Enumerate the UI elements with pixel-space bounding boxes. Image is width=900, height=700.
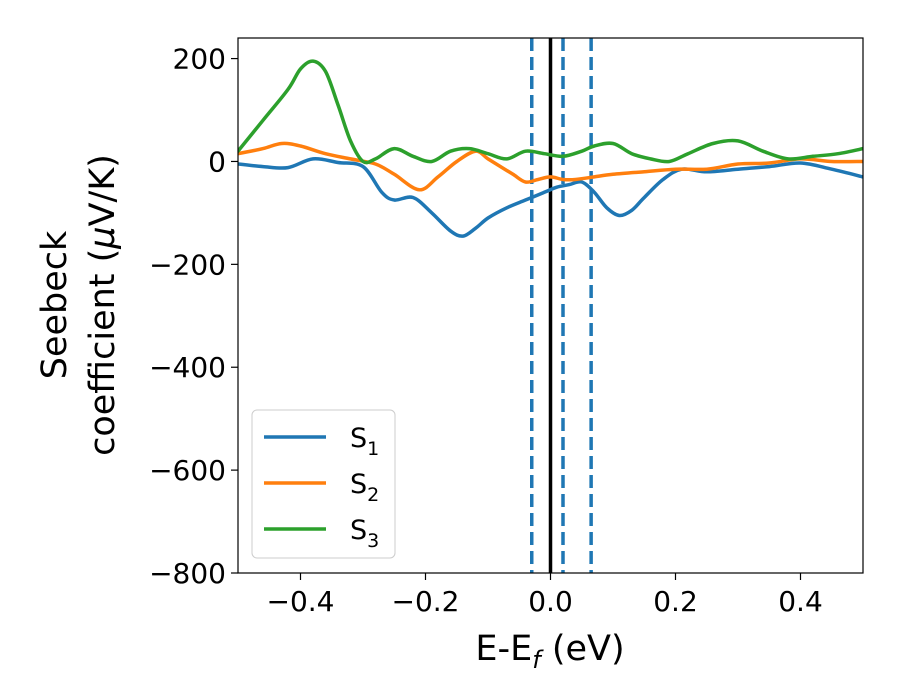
- x-tick-label: 0.2: [653, 585, 698, 618]
- y-axis: 200 0 −200 −400 −600 −800: [149, 43, 238, 590]
- x-axis-title: E-Ef (eV): [475, 629, 624, 674]
- y-tick-label: −200: [149, 248, 226, 281]
- x-tick-label: −0.4: [267, 585, 335, 618]
- reference-lines: [530, 38, 593, 573]
- x-tick-label: 0.4: [778, 585, 823, 618]
- y-axis-title: Seebeck coefficient (μV/K): [35, 154, 123, 456]
- y-tick-label: 0: [208, 145, 226, 178]
- y-axis-title-line1: Seebeck: [35, 230, 75, 379]
- legend-label-s1: S1: [350, 423, 379, 460]
- x-axis: −0.4 −0.2 0.0 0.2 0.4: [267, 573, 823, 618]
- y-tick-label: −600: [149, 454, 226, 487]
- series-line-s2: [238, 141, 863, 192]
- y-tick-label: −400: [149, 351, 226, 384]
- y-tick-label: 200: [173, 43, 226, 76]
- legend-label-s3: S3: [350, 515, 379, 552]
- legend-label-s2: S2: [350, 469, 379, 506]
- x-tick-label: −0.2: [392, 585, 460, 618]
- x-tick-label: 0.0: [528, 585, 573, 618]
- series-line-s3: [238, 59, 863, 165]
- y-tick-label: −800: [149, 557, 226, 590]
- series-lines: [238, 59, 863, 238]
- legend: S1 S2 S3: [251, 409, 396, 559]
- y-axis-title-line2: coefficient (μV/K): [83, 154, 123, 456]
